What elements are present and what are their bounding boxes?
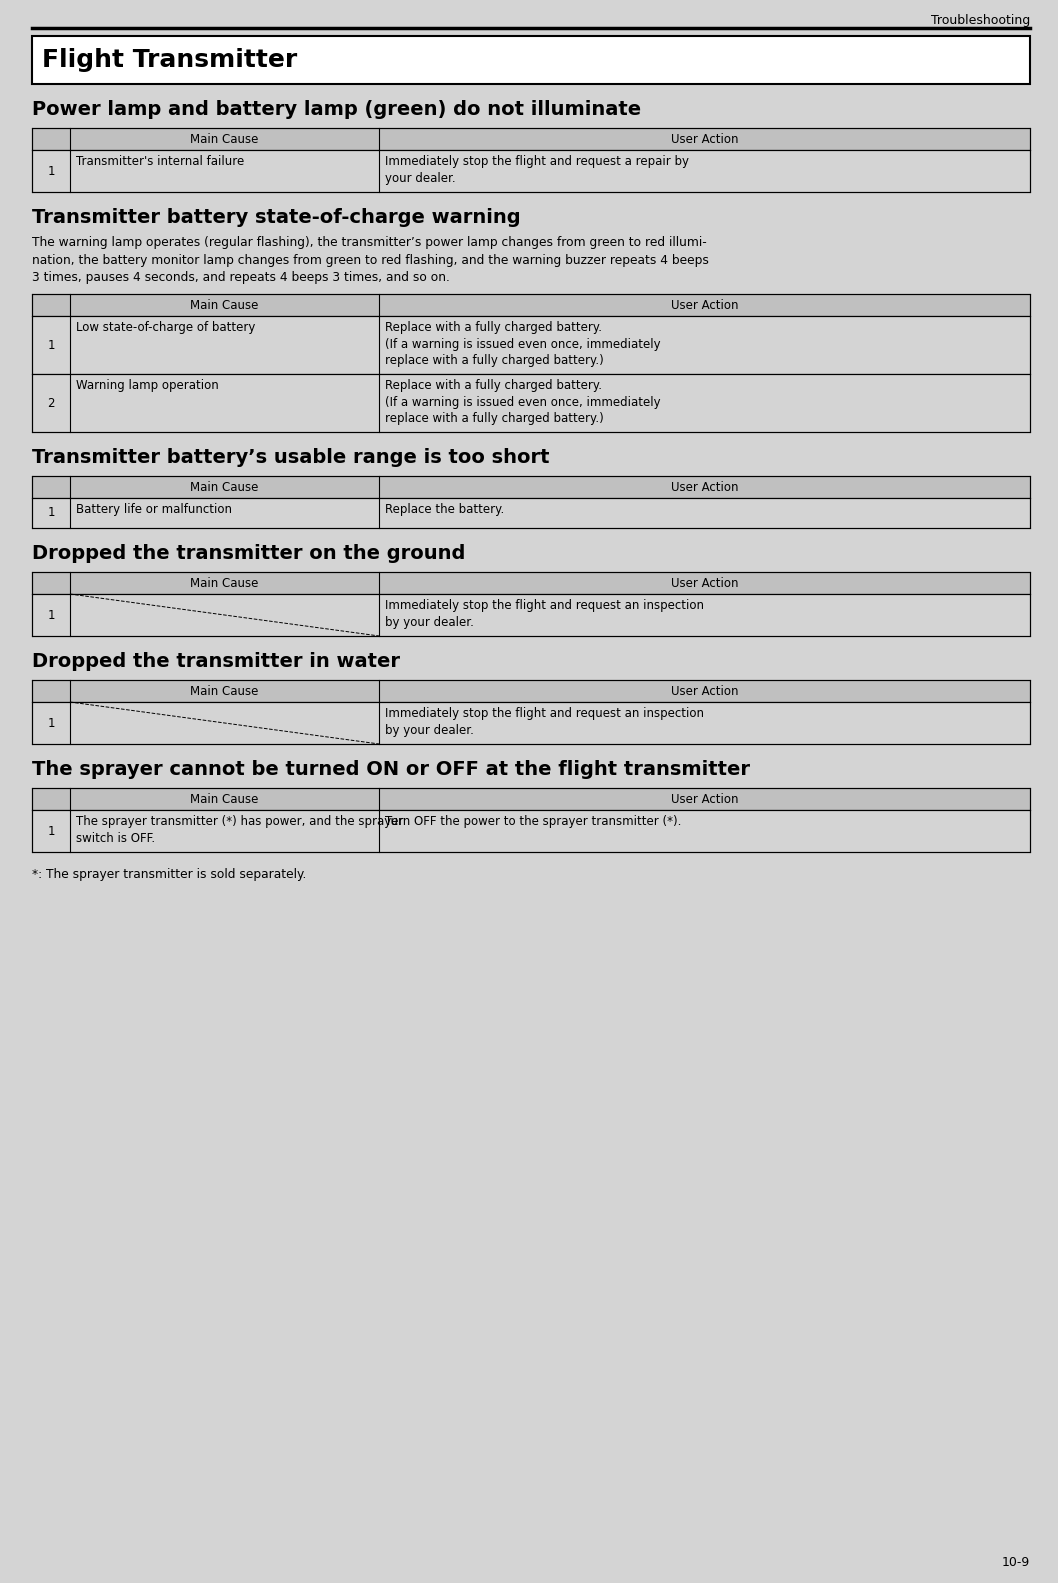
Text: Main Cause: Main Cause (190, 576, 259, 589)
Bar (32, 701, 1030, 744)
Text: The sprayer cannot be turned ON or OFF at the flight transmitter: The sprayer cannot be turned ON or OFF a… (32, 760, 750, 779)
Text: Transmitter's internal failure: Transmitter's internal failure (76, 155, 244, 168)
Text: Replace with a fully charged battery.
(If a warning is issued even once, immedia: Replace with a fully charged battery. (I… (385, 321, 661, 367)
Bar (32, 594, 1030, 636)
Text: User Action: User Action (671, 133, 738, 146)
Text: Warning lamp operation: Warning lamp operation (76, 378, 219, 393)
Bar (32, 36, 1030, 84)
Text: Transmitter battery state-of-charge warning: Transmitter battery state-of-charge warn… (32, 207, 521, 226)
Text: Replace with a fully charged battery.
(If a warning is issued even once, immedia: Replace with a fully charged battery. (I… (385, 378, 661, 424)
Text: 1: 1 (48, 825, 55, 837)
Text: Turn OFF the power to the sprayer transmitter (*).: Turn OFF the power to the sprayer transm… (385, 815, 681, 828)
Bar (32, 317, 1030, 374)
Text: User Action: User Action (671, 481, 738, 494)
Text: 10-9: 10-9 (1002, 1556, 1030, 1569)
Text: Transmitter battery’s usable range is too short: Transmitter battery’s usable range is to… (32, 448, 549, 467)
Text: Flight Transmitter: Flight Transmitter (42, 47, 297, 71)
Text: Main Cause: Main Cause (190, 133, 259, 146)
Bar (32, 499, 1030, 529)
Text: Power lamp and battery lamp (green) do not illuminate: Power lamp and battery lamp (green) do n… (32, 100, 641, 119)
Text: 2: 2 (48, 396, 55, 410)
Text: 1: 1 (48, 717, 55, 730)
Bar (32, 571, 1030, 594)
Text: The sprayer transmitter (*) has power, and the sprayer
switch is OFF.: The sprayer transmitter (*) has power, a… (76, 815, 403, 844)
Text: Main Cause: Main Cause (190, 684, 259, 698)
Text: Low state-of-charge of battery: Low state-of-charge of battery (76, 321, 255, 334)
Text: Main Cause: Main Cause (190, 793, 259, 806)
Text: Main Cause: Main Cause (190, 299, 259, 312)
Text: Immediately stop the flight and request a repair by
your dealer.: Immediately stop the flight and request … (385, 155, 690, 185)
Text: User Action: User Action (671, 299, 738, 312)
Text: User Action: User Action (671, 576, 738, 589)
Bar (32, 810, 1030, 852)
Text: 1: 1 (48, 165, 55, 177)
Bar (32, 150, 1030, 192)
Text: User Action: User Action (671, 684, 738, 698)
Text: User Action: User Action (671, 793, 738, 806)
Text: 1: 1 (48, 608, 55, 622)
Text: Troubleshooting: Troubleshooting (931, 14, 1030, 27)
Text: Battery life or malfunction: Battery life or malfunction (76, 503, 232, 516)
Text: Dropped the transmitter in water: Dropped the transmitter in water (32, 652, 400, 671)
Text: Main Cause: Main Cause (190, 481, 259, 494)
Text: Immediately stop the flight and request an inspection
by your dealer.: Immediately stop the flight and request … (385, 708, 705, 736)
Text: 1: 1 (48, 339, 55, 351)
Text: Replace the battery.: Replace the battery. (385, 503, 505, 516)
Bar (32, 681, 1030, 701)
Bar (32, 294, 1030, 317)
Text: Immediately stop the flight and request an inspection
by your dealer.: Immediately stop the flight and request … (385, 598, 705, 628)
Bar (32, 128, 1030, 150)
Text: *: The sprayer transmitter is sold separately.: *: The sprayer transmitter is sold separ… (32, 867, 307, 882)
Text: The warning lamp operates (regular flashing), the transmitter’s power lamp chang: The warning lamp operates (regular flash… (32, 236, 709, 283)
Bar (32, 788, 1030, 810)
Bar (32, 476, 1030, 499)
Text: 1: 1 (48, 507, 55, 519)
Text: Dropped the transmitter on the ground: Dropped the transmitter on the ground (32, 545, 466, 564)
Bar (32, 374, 1030, 432)
